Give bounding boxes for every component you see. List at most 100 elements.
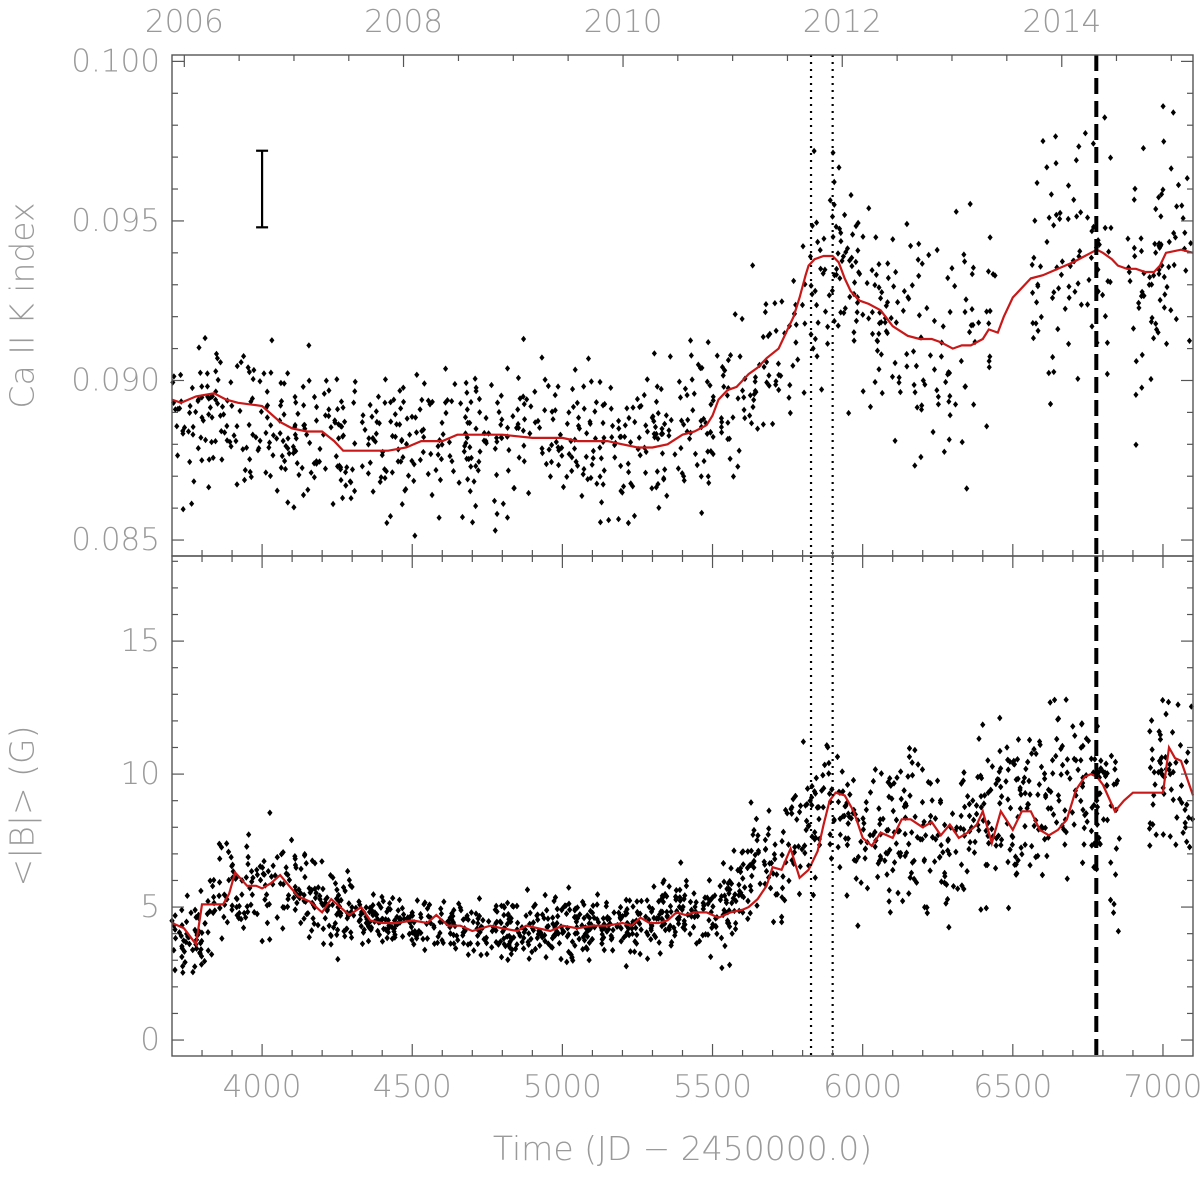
data-point (998, 783, 1004, 791)
data-point (909, 282, 915, 289)
data-point (306, 342, 312, 349)
data-point (590, 447, 596, 455)
data-point (914, 834, 920, 841)
data-point (938, 878, 944, 885)
top-y-axis-label: Ca II K index (3, 202, 42, 408)
data-point (231, 432, 237, 439)
data-point (328, 424, 334, 431)
data-point (618, 915, 624, 923)
x-tick-label: 5500 (673, 1069, 752, 1105)
data-point (811, 147, 817, 155)
data-point (539, 445, 545, 452)
data-point (365, 441, 371, 448)
data-point (343, 926, 349, 933)
data-point (1066, 283, 1072, 290)
data-point (376, 931, 382, 938)
data-point (634, 931, 640, 938)
data-point (893, 816, 899, 824)
data-point (242, 466, 248, 474)
data-point (1066, 340, 1072, 348)
data-point (295, 410, 301, 417)
data-point (933, 836, 939, 843)
data-point (505, 424, 511, 431)
data-point (320, 925, 326, 932)
top-vertical-markers (809, 55, 1099, 556)
data-point (864, 279, 870, 287)
data-point (681, 917, 687, 925)
data-point (357, 916, 363, 924)
data-point (1173, 315, 1179, 323)
data-point (234, 481, 240, 488)
data-point (920, 377, 926, 384)
data-point (241, 353, 247, 360)
data-point (942, 821, 948, 829)
data-point (902, 830, 908, 838)
data-point (755, 849, 761, 856)
data-point (718, 415, 724, 422)
data-point (250, 874, 256, 881)
data-point (213, 350, 219, 358)
x-tick-label: 6500 (973, 1069, 1052, 1105)
data-point (1113, 871, 1119, 878)
data-point (1156, 266, 1162, 273)
data-point (572, 930, 578, 937)
data-point (1183, 267, 1189, 274)
year-tick-label: 2010 (584, 4, 663, 40)
data-point (353, 904, 359, 912)
data-point (521, 400, 527, 408)
data-point (961, 885, 967, 893)
data-point (741, 893, 747, 901)
data-point (747, 909, 753, 917)
data-point (1038, 313, 1044, 321)
data-point (293, 399, 299, 406)
data-point (638, 926, 644, 933)
data-point (521, 945, 527, 952)
data-point (1103, 760, 1109, 767)
data-point (247, 456, 253, 463)
data-point (890, 866, 896, 874)
data-point (707, 429, 713, 436)
data-point (501, 941, 507, 948)
data-point (637, 452, 643, 459)
data-point (940, 849, 946, 856)
data-point (644, 897, 650, 904)
data-point (292, 883, 298, 891)
bottom-panel-frame (171, 555, 1194, 1057)
data-point (179, 953, 185, 961)
data-point (799, 846, 805, 853)
data-point (1075, 766, 1081, 773)
data-point (373, 408, 379, 415)
data-point (828, 855, 834, 862)
data-point (971, 849, 977, 856)
data-point (316, 458, 322, 465)
data-point (633, 924, 639, 932)
data-point (886, 898, 892, 905)
data-point (701, 457, 707, 465)
data-point (370, 902, 376, 909)
data-point (1007, 758, 1013, 765)
data-point (1042, 775, 1048, 782)
data-point (666, 926, 672, 933)
data-point (802, 842, 808, 849)
data-point (885, 260, 891, 267)
data-point (475, 467, 481, 474)
data-point (400, 454, 406, 461)
data-point (191, 478, 197, 485)
data-point (1013, 861, 1019, 868)
data-point (814, 353, 820, 360)
data-point (381, 925, 387, 933)
data-point (844, 892, 850, 899)
data-point (365, 937, 372, 945)
data-point (1029, 261, 1035, 268)
data-point (1050, 757, 1056, 764)
data-point (934, 387, 940, 394)
data-point (873, 234, 879, 241)
data-point (301, 402, 307, 409)
data-point (292, 861, 298, 869)
data-point (369, 413, 375, 420)
data-point (705, 473, 711, 480)
data-point (384, 908, 390, 915)
data-point (501, 911, 507, 919)
data-point (722, 367, 728, 374)
data-point (594, 480, 600, 487)
